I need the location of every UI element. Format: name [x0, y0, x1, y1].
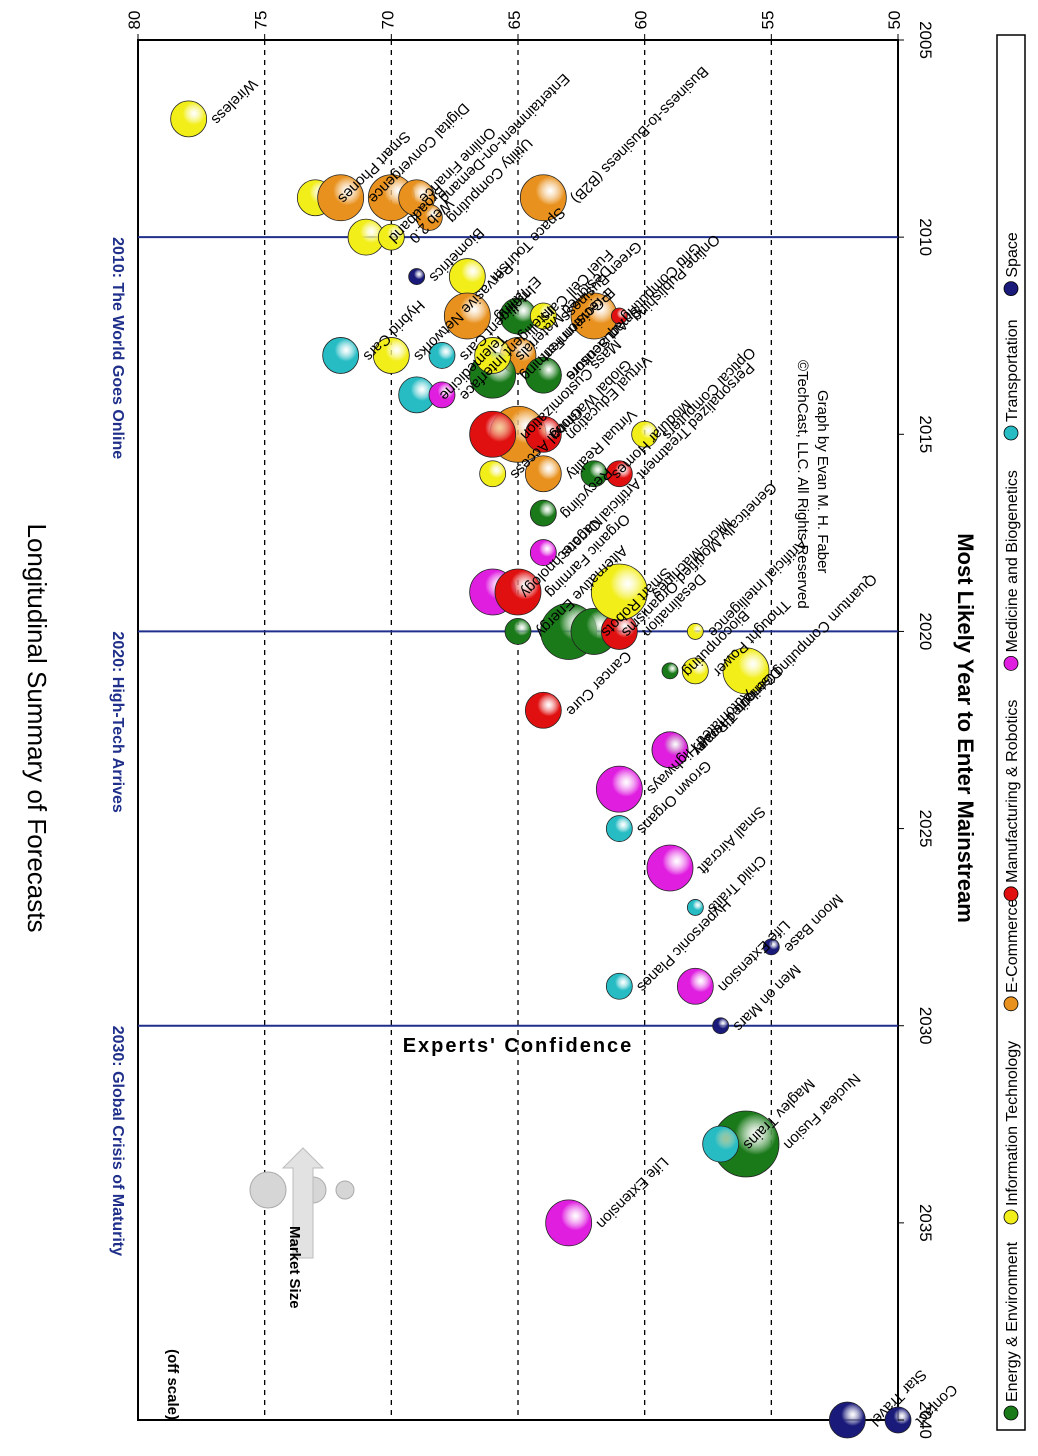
- y-tick-label-5: 75: [252, 11, 271, 30]
- bubble-18: [322, 337, 360, 374]
- bubble-60: [545, 1199, 593, 1247]
- market-size-label: Market Size: [286, 1226, 303, 1309]
- market-size-small-icon: [335, 1180, 355, 1200]
- bubble-53: [686, 899, 704, 916]
- era-label-1: 2020: High-Tech Arrives: [109, 631, 126, 813]
- x-tick-label-5: 2030: [916, 1007, 935, 1045]
- bubble-55: [762, 938, 780, 956]
- bubble-19: [372, 337, 410, 374]
- bubble-57: [676, 967, 714, 1005]
- x-tick-label-2: 2015: [916, 415, 935, 453]
- y-axis-title: Experts' Confidence: [403, 1035, 634, 1057]
- bubble-51: [605, 815, 633, 842]
- x-tick-label-0: 2005: [916, 21, 935, 59]
- y-tick-label-1: 55: [758, 11, 777, 30]
- bubble-37: [494, 568, 542, 616]
- x-axis-title: Most Likely Year to Enter Mainstream: [953, 533, 978, 923]
- x-tick-label-7: 2040: [916, 1401, 935, 1439]
- legend: Energy & Environment Information Technolo…: [996, 34, 1026, 1431]
- y-tick-label-6: 80: [125, 11, 144, 30]
- bubble-15: [610, 307, 628, 325]
- bubble-2: [317, 174, 365, 222]
- x-tick-label-6: 2035: [916, 1204, 935, 1242]
- bubble-43: [686, 623, 704, 640]
- legend-swatch-4: [1003, 656, 1019, 671]
- bubble-8: [519, 174, 567, 222]
- bubble-59: [702, 1125, 740, 1163]
- legend-label-1: Information Technology: [1004, 1041, 1021, 1206]
- bubble-49: [651, 731, 689, 769]
- bubble-9: [408, 268, 426, 285]
- legend-label-3: Manufacturing & Robotics: [1004, 700, 1021, 883]
- y-tick-label-2: 60: [632, 11, 651, 30]
- bubbles-layer: [170, 100, 912, 1439]
- chart-rotated-group: Longitudinal Summary of Forecasts 2010: …: [22, 11, 978, 1439]
- legend-swatch-3: [1003, 886, 1019, 902]
- era-label-0: 2010: The World Goes Online: [109, 237, 126, 459]
- bubble-6: [377, 223, 405, 251]
- bubble-35: [529, 539, 557, 566]
- bubble-42: [590, 563, 648, 621]
- bubble-44: [661, 662, 679, 680]
- legend-box: [996, 34, 1026, 1431]
- era-label-2: 2030: Global Crisis of Maturity: [109, 1026, 126, 1256]
- legend-swatch-2: [1003, 996, 1019, 1012]
- chart-title: Longitudinal Summary of Forecasts: [22, 524, 52, 933]
- bubble-29: [479, 460, 507, 488]
- bubble-47: [524, 691, 562, 729]
- bubble-27: [469, 410, 517, 458]
- x-tick-label-3: 2020: [916, 613, 935, 651]
- x-tick-label-4: 2025: [916, 810, 935, 848]
- bubble-31: [631, 420, 659, 448]
- bubble-7: [415, 204, 443, 231]
- bubble-61: [828, 1401, 866, 1439]
- bubble-50: [595, 765, 643, 813]
- legend-label-2: E-Commerce: [1004, 898, 1021, 992]
- bubble-0: [170, 100, 208, 138]
- bubble-34: [529, 499, 557, 527]
- bubble-54: [605, 972, 633, 1000]
- market-size-arrow-icon: [281, 1147, 325, 1259]
- bubble-45: [681, 657, 709, 685]
- legend-label-6: Space: [1004, 232, 1021, 277]
- legend-label-5: Transportation: [1004, 319, 1021, 422]
- gridlines: [264, 40, 772, 1420]
- bubble-13: [529, 302, 557, 330]
- bubble-38: [504, 618, 532, 645]
- legend-swatch-1: [1003, 1209, 1019, 1225]
- bubble-30: [524, 415, 562, 453]
- legend-swatch-5: [1003, 425, 1019, 441]
- y-tick-label-0: 50: [885, 11, 904, 30]
- legend-label-4: Medicine and Biogenetics: [1004, 470, 1021, 652]
- bubble-33: [605, 460, 633, 488]
- bubble-22: [428, 381, 456, 409]
- y-tick-label-4: 70: [378, 11, 397, 30]
- bubble-46: [722, 647, 770, 695]
- credit-text: Graph by Evan M. H. Faber: [814, 390, 831, 573]
- bubble-56: [712, 1017, 730, 1035]
- legend-swatch-6: [1003, 281, 1019, 296]
- axis-ticks: 2005 2010 2015 2020 2025 2030 2035 2040 50 55 60 65…: [125, 11, 935, 1439]
- off-scale-note: (off scale): [164, 1349, 181, 1420]
- bubble-11: [443, 292, 491, 340]
- market-size-key: Market Size: [249, 1147, 355, 1309]
- legend-swatch-0: [1003, 1405, 1019, 1421]
- legend-label-0: Energy & Environment: [1004, 1241, 1021, 1402]
- bubble-28: [524, 455, 562, 493]
- y-tick-label-3: 65: [505, 11, 524, 30]
- bubble-25: [524, 356, 562, 394]
- bubble-52: [646, 844, 694, 892]
- bubble-20: [428, 342, 456, 369]
- bubble-24: [474, 337, 512, 374]
- x-tick-label-1: 2010: [916, 218, 935, 256]
- copyright-text: ©TechCast, LLC. All Rights Reserved: [794, 360, 811, 609]
- market-size-large-icon: [249, 1171, 287, 1209]
